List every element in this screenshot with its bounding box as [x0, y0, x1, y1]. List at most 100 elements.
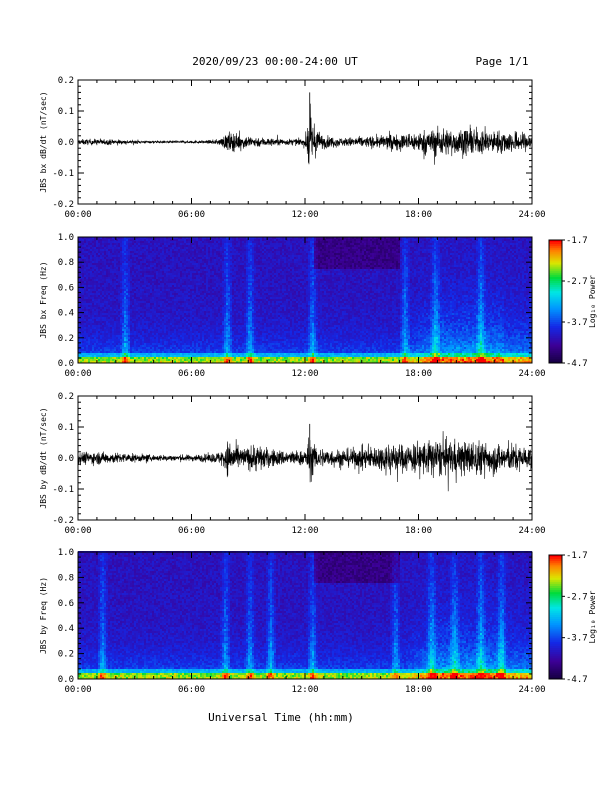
spectrogram-cell	[120, 257, 122, 259]
spectrogram-cell	[220, 319, 222, 321]
spectrogram-cell	[166, 295, 168, 297]
spectrogram-cell	[112, 341, 114, 343]
spectrogram-cell	[202, 317, 204, 319]
spectrogram-cell	[82, 273, 84, 275]
spectrogram-cell	[136, 317, 138, 319]
spectrogram-cell	[118, 355, 120, 357]
spectrogram-cell	[100, 249, 102, 251]
spectrogram-cell	[160, 297, 162, 299]
spectrogram-cell	[160, 249, 162, 251]
spectrogram-cell	[188, 339, 190, 341]
spectrogram-cell	[220, 243, 222, 245]
spectrogram-cell	[104, 283, 106, 285]
spectrogram-cell	[192, 291, 194, 293]
spectrogram-cell	[218, 239, 220, 241]
spectrogram-cell	[228, 305, 230, 307]
spectrogram-cell	[184, 267, 186, 269]
spectrogram-cell	[166, 239, 168, 241]
spectrogram-cell	[154, 291, 156, 293]
spectrogram-cell	[108, 243, 110, 245]
spectrogram-cell	[86, 319, 88, 321]
spectrogram-cell	[108, 331, 110, 333]
spectrogram-cell	[128, 305, 130, 307]
spectrogram-cell	[168, 301, 170, 303]
spectrogram-cell	[140, 331, 142, 333]
spectrogram-cell	[206, 261, 208, 263]
spectrogram-cell	[210, 323, 212, 325]
spectrogram-cell	[194, 295, 196, 297]
spectrogram-cell	[168, 359, 170, 361]
spectrogram-cell	[126, 275, 128, 277]
spectrogram-cell	[206, 343, 208, 345]
spectrogram-cell	[152, 253, 154, 255]
spectrogram-cell	[200, 307, 202, 309]
spectrogram-cell	[190, 271, 192, 273]
spectrogram-cell	[162, 283, 164, 285]
spectrogram-cell	[224, 253, 226, 255]
spectrogram-cell	[210, 329, 212, 331]
spectrogram-cell	[98, 319, 100, 321]
spectrogram-cell	[110, 333, 112, 335]
spectrogram-cell	[152, 255, 154, 257]
spectrogram-cell	[188, 327, 190, 329]
spectrogram-cell	[198, 243, 200, 245]
spectrogram-cell	[148, 281, 150, 283]
spectrogram-cell	[178, 333, 180, 335]
spectrogram-cell	[168, 343, 170, 345]
spectrogram-cell	[86, 335, 88, 337]
spectrogram-cell	[172, 251, 174, 253]
spectrogram-cell	[160, 275, 162, 277]
spectrogram-cell	[144, 295, 146, 297]
y-tick-label: -0.1	[52, 169, 74, 179]
spectrogram-cell	[194, 287, 196, 289]
spectrogram-cell	[174, 331, 176, 333]
spectrogram-cell	[182, 273, 184, 275]
spectrogram-cell	[142, 333, 144, 335]
spectrogram-cell	[122, 243, 124, 245]
spectrogram-cell	[120, 305, 122, 307]
spectrogram-cell	[130, 299, 132, 301]
spectrogram-cell	[226, 289, 228, 291]
spectrogram-cell	[138, 341, 140, 343]
spectrogram-cell	[112, 329, 114, 331]
spectrogram-cell	[154, 335, 156, 337]
spectrogram-cell	[228, 329, 230, 331]
spectrogram-cell	[94, 303, 96, 305]
spectrogram-cell	[204, 357, 206, 359]
spectrogram-cell	[80, 319, 82, 321]
spectrogram-cell	[132, 257, 134, 259]
spectrogram-cell	[206, 351, 208, 353]
spectrogram-cell	[114, 357, 116, 359]
spectrogram-cell	[138, 259, 140, 261]
spectrogram-cell	[194, 327, 196, 329]
spectrogram-cell	[224, 279, 226, 281]
spectrogram-cell	[96, 249, 98, 251]
spectrogram-cell	[180, 285, 182, 287]
spectrogram-cell	[232, 325, 234, 327]
spectrogram-cell	[158, 313, 160, 315]
spectrogram-cell	[230, 297, 232, 299]
spectrogram-cell	[198, 261, 200, 263]
spectrogram-cell	[80, 335, 82, 337]
spectrogram-cell	[158, 279, 160, 281]
spectrogram-cell	[216, 317, 218, 319]
spectrogram-cell	[110, 303, 112, 305]
spectrogram-cell	[110, 351, 112, 353]
spectrogram-cell	[144, 353, 146, 355]
spectrogram-cell	[80, 279, 82, 281]
spectrogram-cell	[94, 273, 96, 275]
spectrogram-cell	[138, 343, 140, 345]
spectrogram-cell	[92, 301, 94, 303]
spectrogram-cell	[154, 353, 156, 355]
spectrogram-cell	[216, 307, 218, 309]
spectrogram-cell	[124, 305, 126, 307]
spectrogram-cell	[210, 269, 212, 271]
spectrogram-cell	[156, 327, 158, 329]
spectrogram-cell	[220, 357, 222, 359]
spectrogram-cell	[212, 311, 214, 313]
spectrogram-cell	[168, 337, 170, 339]
spectrogram-cell	[164, 347, 166, 349]
spectrogram-cell	[180, 327, 182, 329]
spectrogram-cell	[92, 271, 94, 273]
spectrogram-cell	[146, 269, 148, 271]
